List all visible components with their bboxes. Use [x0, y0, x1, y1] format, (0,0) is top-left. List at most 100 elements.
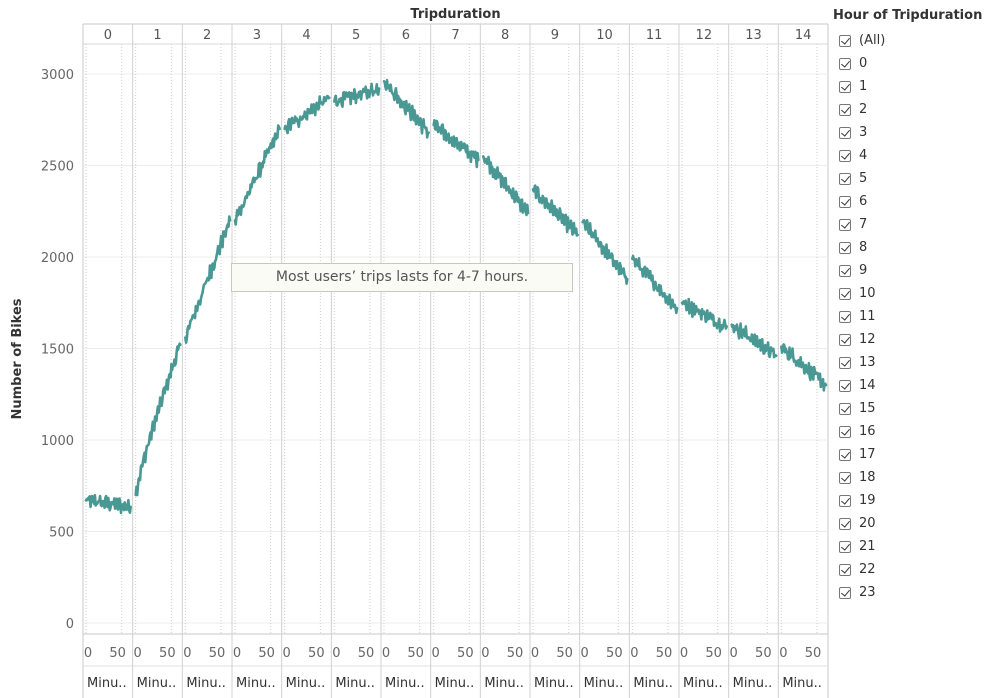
legend-filter-item[interactable]: 11: [833, 305, 988, 328]
checkbox-checked-icon[interactable]: [839, 103, 851, 116]
checkbox-checked-icon[interactable]: [839, 34, 851, 47]
legend-filter-item[interactable]: 22: [833, 558, 988, 581]
legend-filter-label: 11: [859, 309, 876, 324]
panel-header-label: 4: [302, 28, 310, 43]
checkbox-checked-icon[interactable]: [839, 172, 851, 185]
panel-header-label: 8: [501, 28, 509, 43]
legend-filter-item[interactable]: 8: [833, 236, 988, 259]
panel-header-label: 5: [352, 28, 360, 43]
legend-filter-label: 4: [859, 148, 868, 163]
series-line-panel-3: [233, 124, 281, 226]
legend-filter-item[interactable]: 10: [833, 282, 988, 305]
checkbox-checked-icon[interactable]: [839, 310, 851, 323]
legend-filter-item[interactable]: 19: [833, 489, 988, 512]
legend-filter-item[interactable]: 14: [833, 374, 988, 397]
legend-filter-label: 18: [859, 470, 876, 485]
checkbox-checked-icon[interactable]: [839, 471, 851, 484]
checkbox-checked-icon[interactable]: [839, 563, 851, 576]
legend-filter-label: 3: [859, 125, 868, 140]
legend-filter-item[interactable]: 23: [833, 581, 988, 604]
legend-filter-label: 23: [859, 585, 876, 600]
x-panel-label: Minu..: [186, 676, 226, 691]
panel-header-label: 2: [203, 28, 211, 43]
legend-filter-item[interactable]: 6: [833, 190, 988, 213]
x-tick-label: 0: [581, 646, 589, 661]
legend-filter-label: 17: [859, 447, 876, 462]
y-tick-label: 1500: [41, 343, 74, 358]
column-header-title: Tripduration: [410, 7, 500, 22]
y-axis-title: Number of Bikes: [10, 298, 25, 419]
legend-filter-item[interactable]: 17: [833, 443, 988, 466]
checkbox-checked-icon[interactable]: [839, 494, 851, 507]
series-line-panel-4: [283, 94, 331, 135]
x-panel-label: Minu..: [236, 676, 276, 691]
legend-filter-item[interactable]: 5: [833, 167, 988, 190]
x-panel-label: Minu..: [633, 676, 673, 691]
panel-header-label: 12: [696, 28, 713, 43]
legend-filter-item[interactable]: 15: [833, 397, 988, 420]
checkbox-checked-icon[interactable]: [839, 333, 851, 346]
checkbox-checked-icon[interactable]: [839, 195, 851, 208]
series-line-panel-14: [780, 343, 828, 392]
checkbox-checked-icon[interactable]: [839, 57, 851, 70]
legend-filter-item[interactable]: 16: [833, 420, 988, 443]
checkbox-checked-icon[interactable]: [839, 80, 851, 93]
series-line-panel-12: [680, 297, 728, 333]
checkbox-checked-icon[interactable]: [839, 241, 851, 254]
legend-filter-label: 2: [859, 102, 868, 117]
panel-header-label: 11: [646, 28, 663, 43]
x-panel-label: Minu..: [584, 676, 624, 691]
x-tick-label: 50: [407, 646, 424, 661]
legend-filter-item[interactable]: (All): [833, 29, 988, 52]
checkbox-checked-icon[interactable]: [839, 287, 851, 300]
legend-filter-item[interactable]: 12: [833, 328, 988, 351]
checkbox-checked-icon[interactable]: [839, 517, 851, 530]
legend-panel: Hour of Tripduration (All) 0 1 2 3 4 5 6 7 8 9 10 11…: [833, 8, 988, 604]
legend-filter-item[interactable]: 2: [833, 98, 988, 121]
legend-filter-label: 19: [859, 493, 876, 508]
panel-header-label: 10: [596, 28, 613, 43]
x-tick-label: 0: [531, 646, 539, 661]
legend-filter-item[interactable]: 9: [833, 259, 988, 282]
x-tick-label: 50: [755, 646, 772, 661]
legend-filter-item[interactable]: 3: [833, 121, 988, 144]
chart-annotation: Most users’ trips lasts for 4-7 hours.: [231, 263, 573, 292]
legend-filter-item[interactable]: 7: [833, 213, 988, 236]
x-tick-label: 50: [109, 646, 126, 661]
x-panel-label: Minu..: [683, 676, 723, 691]
legend-filter-label: 22: [859, 562, 876, 577]
panel-header-label: 13: [745, 28, 762, 43]
legend-filter-label: 8: [859, 240, 868, 255]
checkbox-checked-icon[interactable]: [839, 218, 851, 231]
checkbox-checked-icon[interactable]: [839, 402, 851, 415]
checkbox-checked-icon[interactable]: [839, 586, 851, 599]
checkbox-checked-icon[interactable]: [839, 149, 851, 162]
x-tick-label: 50: [258, 646, 275, 661]
legend-filter-item[interactable]: 13: [833, 351, 988, 374]
legend-title: Hour of Tripduration: [833, 8, 983, 23]
x-tick-label: 50: [159, 646, 176, 661]
checkbox-checked-icon[interactable]: [839, 448, 851, 461]
x-tick-label: 0: [779, 646, 787, 661]
series-line-panel-10: [581, 219, 629, 285]
legend-filter-item[interactable]: 4: [833, 144, 988, 167]
checkbox-checked-icon[interactable]: [839, 540, 851, 553]
legend-items: (All) 0 1 2 3 4 5 6 7 8 9 10 11 12 13 14 15 16 17 18 19 20 21 2…: [833, 29, 988, 604]
x-panel-label: Minu..: [782, 676, 822, 691]
legend-filter-item[interactable]: 21: [833, 535, 988, 558]
legend-filter-item[interactable]: 0: [833, 52, 988, 75]
legend-filter-item[interactable]: 20: [833, 512, 988, 535]
x-panel-label: Minu..: [733, 676, 773, 691]
checkbox-checked-icon[interactable]: [839, 379, 851, 392]
checkbox-checked-icon[interactable]: [839, 126, 851, 139]
y-tick-label: 2500: [41, 160, 74, 175]
legend-filter-item[interactable]: 1: [833, 75, 988, 98]
checkbox-checked-icon[interactable]: [839, 264, 851, 277]
legend-filter-label: 7: [859, 217, 868, 232]
checkbox-checked-icon[interactable]: [839, 425, 851, 438]
panel-header-label: 7: [451, 28, 459, 43]
y-tick-label: 2000: [41, 251, 74, 266]
checkbox-checked-icon[interactable]: [839, 356, 851, 369]
legend-filter-item[interactable]: 18: [833, 466, 988, 489]
panel-header-label: 1: [153, 28, 161, 43]
